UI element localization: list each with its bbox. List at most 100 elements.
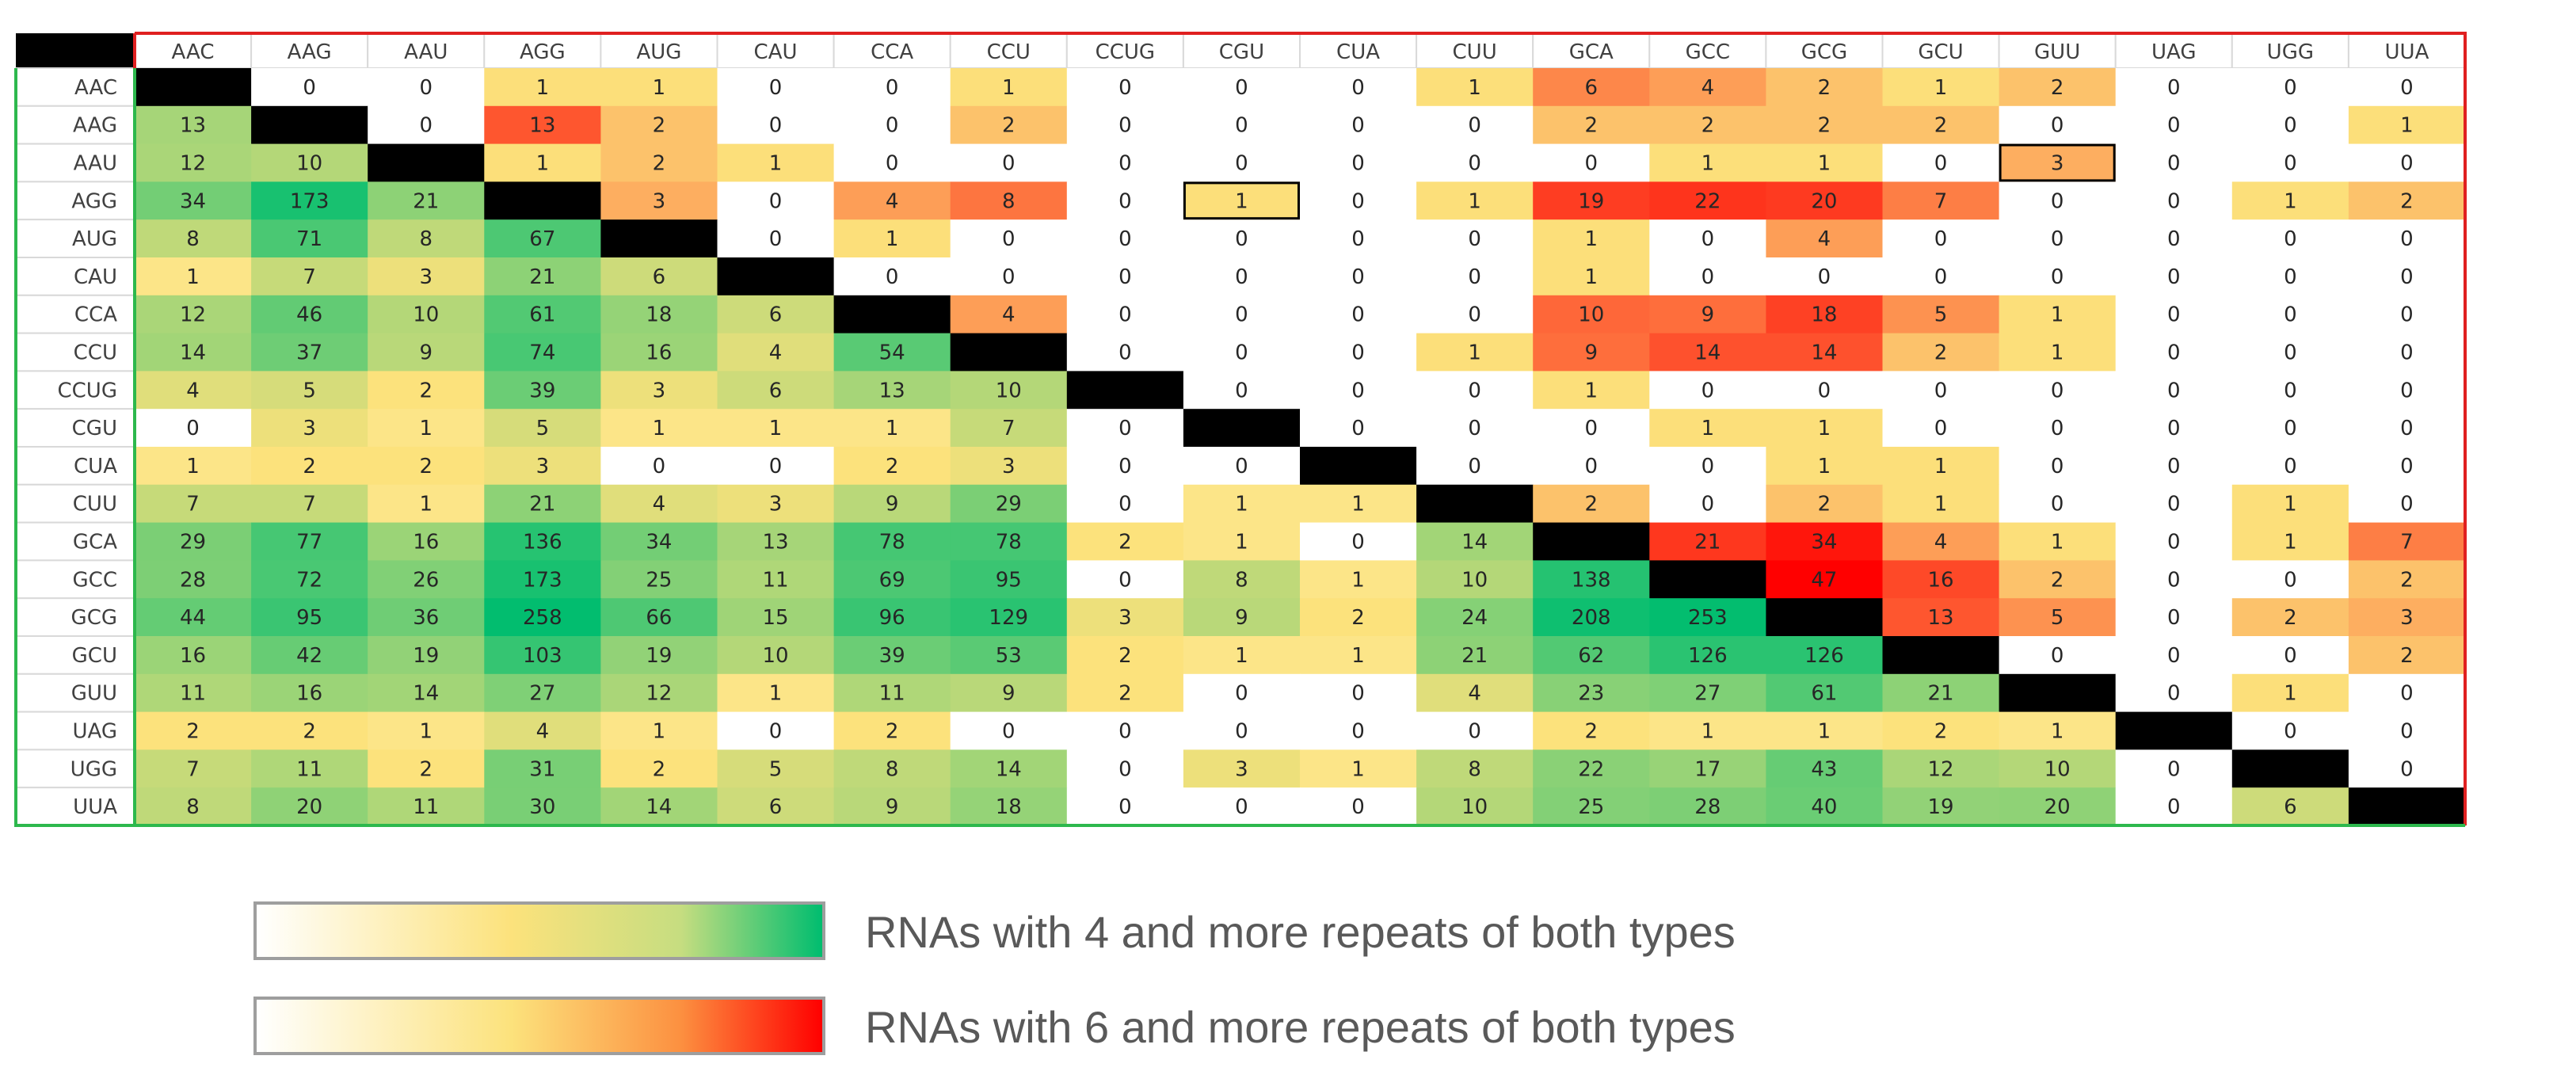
cell-value: 0 [1118, 341, 1132, 365]
cell-value: 0 [1351, 227, 1365, 251]
col-label: GCA [1569, 40, 1614, 64]
legend-green-label: RNAs with 4 and more repeats of both typ… [865, 907, 1736, 957]
cell-value: 1 [1235, 644, 1248, 668]
cell-value: 0 [2167, 644, 2181, 668]
cell-value: 1 [2284, 493, 2297, 516]
cell-value: 0 [1235, 114, 1248, 138]
cell-value: 1 [2400, 114, 2414, 138]
heatmap-cell [833, 333, 951, 372]
heatmap-cell [1766, 219, 1883, 258]
heatmap-cell [135, 749, 252, 788]
cell-value: 1 [419, 493, 433, 516]
row-header-cell [15, 181, 135, 221]
cell-value: 1 [1701, 720, 1715, 744]
heatmap-cell [251, 295, 368, 334]
heatmap-cell [1999, 598, 2117, 637]
cell-value: 6 [769, 379, 783, 402]
cell-value: 8 [419, 227, 433, 251]
cell-value: 6 [2284, 795, 2297, 819]
heatmap-cell [251, 409, 368, 448]
heatmap-cell [368, 105, 485, 145]
cell-value: 1 [1701, 417, 1715, 440]
cell-value: 2 [1934, 341, 1948, 365]
heatmap-cell [950, 749, 1068, 788]
heatmap-cell [2115, 143, 2233, 182]
cell-value: 3 [1002, 455, 1016, 478]
col-label: GCC [1686, 40, 1730, 64]
heatmap-cell [600, 749, 718, 788]
heatmap-cell [1766, 711, 1883, 750]
diagonal-cell [717, 257, 835, 296]
row-header-cell [15, 711, 135, 751]
diagonal-cell [1766, 598, 1883, 637]
heatmap-cell [251, 598, 368, 637]
diagonal-cell [1533, 522, 1650, 561]
heatmap-cell [600, 787, 718, 826]
heatmap-cell [484, 105, 601, 145]
cell-value: 0 [769, 76, 783, 100]
heatmap-cell [833, 711, 951, 750]
heatmap-cell [2115, 257, 2233, 296]
cell-value: 24 [1461, 606, 1488, 630]
heatmap-cell [1183, 711, 1301, 750]
heatmap-cell [484, 711, 601, 750]
heatmap-cell [1649, 711, 1766, 750]
cell-value: 0 [2167, 606, 2181, 630]
cell-value: 3 [1235, 757, 1248, 781]
heatmap-cell [1533, 219, 1650, 258]
cell-value: 2 [886, 455, 899, 478]
heatmap-cell [1183, 787, 1301, 826]
cell-value: 4 [1701, 76, 1715, 100]
cell-value: 7 [303, 493, 316, 516]
cell-value: 1 [1584, 265, 1598, 289]
heatmap-cell [135, 447, 252, 486]
heatmap-cell [1882, 711, 2000, 750]
heatmap-cell [1999, 257, 2117, 296]
cell-value: 5 [536, 417, 550, 440]
row-label: AAU [74, 152, 117, 176]
heatmap-cell [717, 484, 835, 524]
heatmap-cell [717, 636, 835, 675]
heatmap-cell [2115, 333, 2233, 372]
cell-value: 78 [879, 531, 905, 555]
heatmap-cell [135, 598, 252, 637]
cell-value: 13 [529, 114, 555, 138]
cell-value: 0 [769, 455, 783, 478]
heatmap-cell [1999, 636, 2117, 675]
heatmap-cell [1766, 181, 1883, 220]
cell-value: 0 [2167, 152, 2181, 176]
cell-value: 0 [2400, 682, 2414, 706]
cell-value: 1 [2051, 531, 2064, 555]
heatmap-cell [1999, 484, 2117, 524]
heatmap-cell [1416, 371, 1534, 410]
cell-value: 0 [2400, 379, 2414, 402]
cell-value: 1 [1235, 189, 1248, 213]
heatmap-cell [251, 636, 368, 675]
col-label: AUG [636, 40, 681, 64]
cell-value: 1 [536, 152, 550, 176]
heatmap-cell [950, 257, 1068, 296]
cell-value: 72 [296, 568, 322, 592]
heatmap-cell [833, 598, 951, 637]
cell-value: 40 [1811, 795, 1837, 819]
row-label: AAG [73, 114, 117, 138]
heatmap-cell [717, 68, 835, 107]
col-label: CAU [754, 40, 798, 64]
cell-value: 2 [419, 455, 433, 478]
cell-value: 4 [186, 379, 200, 402]
cell-value: 0 [769, 189, 783, 213]
row-header-cell [15, 446, 135, 486]
heatmap-cell [368, 371, 485, 410]
heatmap-cell [1533, 636, 1650, 675]
heatmap-cell [1649, 68, 1766, 107]
cell-value: 95 [296, 606, 322, 630]
heatmap-cell [2348, 219, 2466, 258]
cell-value: 0 [769, 720, 783, 744]
cell-value: 31 [529, 757, 555, 781]
cell-value: 1 [653, 720, 666, 744]
cell-value: 2 [1934, 114, 1948, 138]
row-label: GCG [71, 606, 117, 630]
cell-value: 0 [419, 114, 433, 138]
cell-value: 0 [2167, 493, 2181, 516]
cell-value: 0 [2284, 455, 2297, 478]
